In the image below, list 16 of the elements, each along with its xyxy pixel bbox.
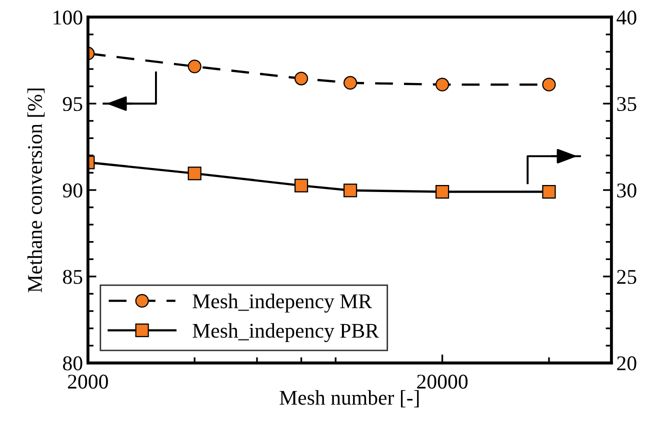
y-tick-label: 80 <box>63 356 82 370</box>
y-tick-label: 100 <box>54 10 82 25</box>
y-tick-label: 95 <box>62 97 82 112</box>
y-tick-label: 85 <box>63 270 82 284</box>
legend-label: Mesh_indepency MR <box>192 294 372 313</box>
y2-tick-label: 35 <box>617 97 636 112</box>
y-tick-label: 90 <box>62 183 82 198</box>
y2-tick-label: 30 <box>617 183 636 198</box>
y2-tick-label: 25 <box>617 270 636 284</box>
x-tick-label: 20000 <box>417 374 468 389</box>
y2-tick-label: 40 <box>616 10 636 25</box>
x-axis-title: Mesh number [-] <box>280 390 419 408</box>
y-axis-title: Methane conversion [%] <box>27 88 45 292</box>
legend-label: Mesh_indepency PBR <box>192 323 379 342</box>
y2-tick-label: 20 <box>617 356 636 370</box>
x-tick-label: 2000 <box>68 374 108 389</box>
